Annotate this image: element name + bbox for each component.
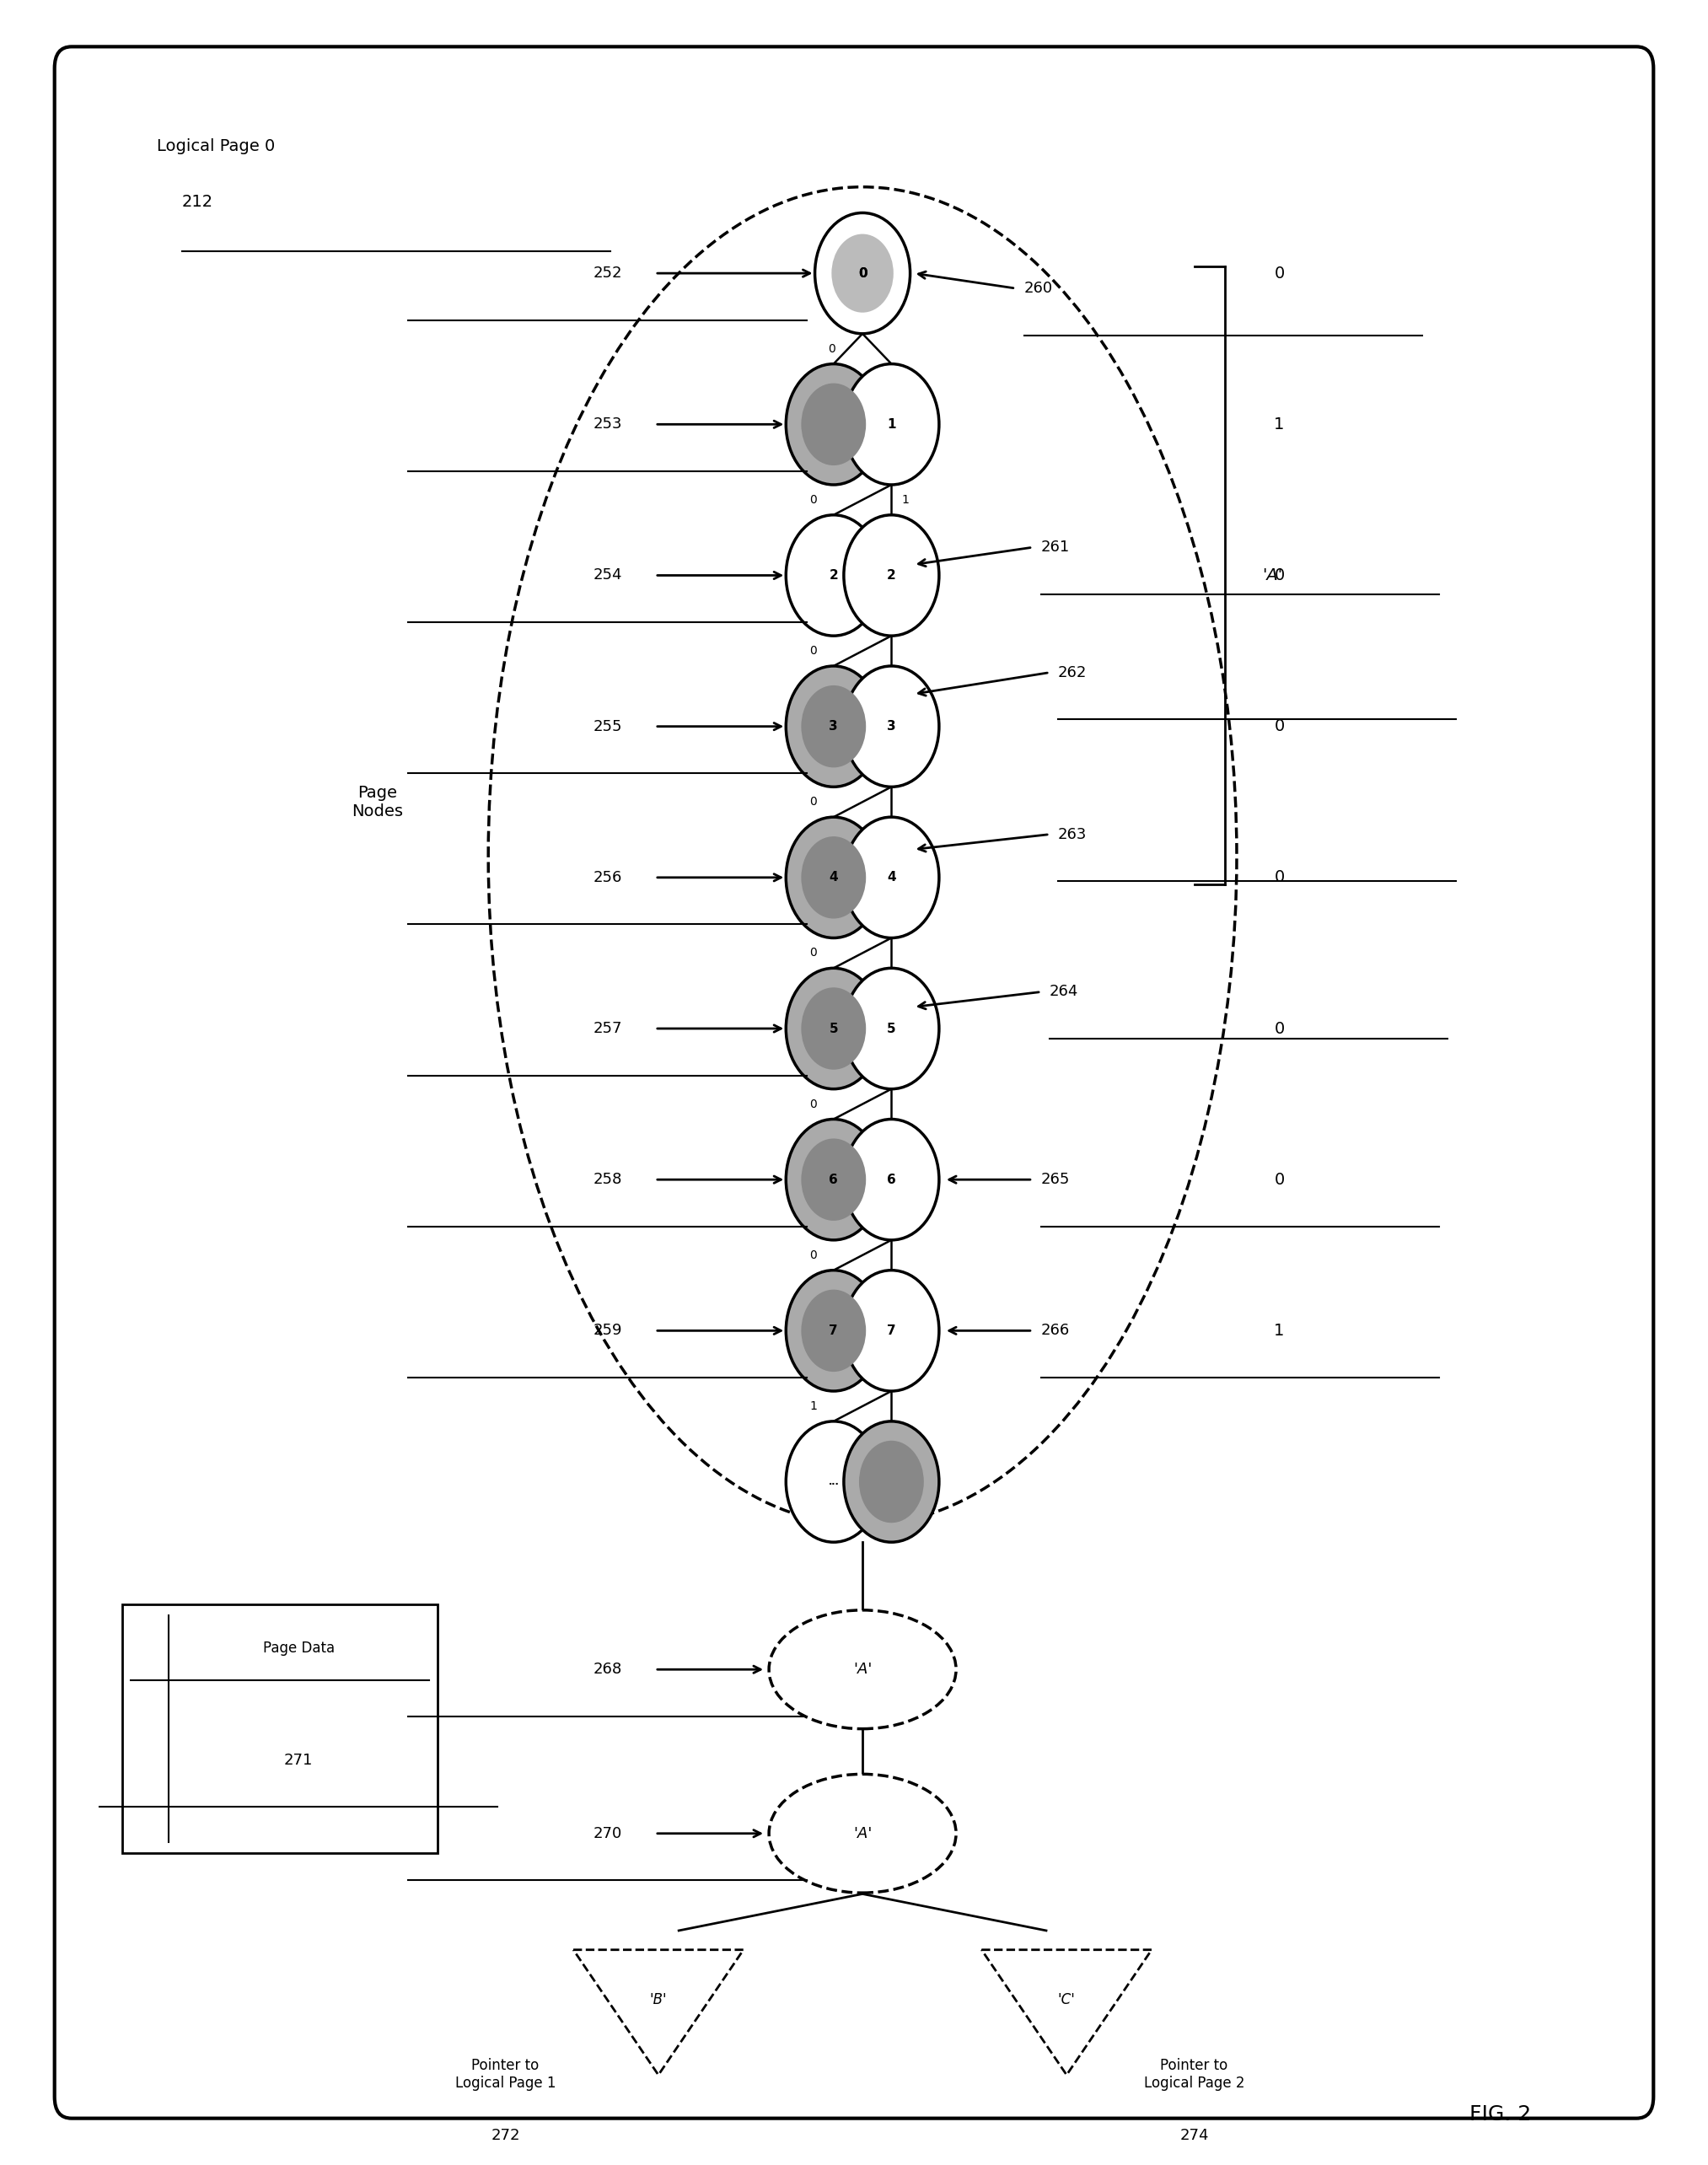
FancyBboxPatch shape xyxy=(123,1604,437,1853)
Text: 0: 0 xyxy=(1274,1020,1284,1037)
Circle shape xyxy=(786,515,881,637)
Text: 274: 274 xyxy=(1180,2128,1209,2143)
Text: 256: 256 xyxy=(593,870,622,885)
Text: 1: 1 xyxy=(810,1401,816,1412)
Circle shape xyxy=(844,1271,939,1392)
Circle shape xyxy=(815,212,910,333)
Circle shape xyxy=(844,816,939,937)
Circle shape xyxy=(844,515,939,637)
Text: Pointer to
Logical Page 2: Pointer to Logical Page 2 xyxy=(1144,2059,1245,2091)
Circle shape xyxy=(786,1420,881,1541)
Circle shape xyxy=(801,836,866,918)
Circle shape xyxy=(859,1440,924,1522)
Text: 259: 259 xyxy=(593,1323,622,1338)
Circle shape xyxy=(801,987,866,1070)
Polygon shape xyxy=(574,1951,743,2074)
Text: Page
Nodes: Page Nodes xyxy=(352,784,403,818)
Ellipse shape xyxy=(769,1773,956,1892)
Text: 257: 257 xyxy=(593,1022,622,1037)
Circle shape xyxy=(844,1119,939,1241)
Text: 272: 272 xyxy=(490,2128,519,2143)
Text: 0: 0 xyxy=(810,494,816,507)
Text: 252: 252 xyxy=(593,266,622,281)
Text: 5: 5 xyxy=(828,1022,839,1035)
Text: 0: 0 xyxy=(810,797,816,808)
Circle shape xyxy=(801,1290,866,1373)
Text: 'B': 'B' xyxy=(649,1992,668,2007)
Text: 268: 268 xyxy=(593,1663,622,1678)
Text: 0: 0 xyxy=(810,1249,816,1260)
Text: 3: 3 xyxy=(828,721,839,732)
Text: 1: 1 xyxy=(1274,1323,1284,1338)
Text: 5: 5 xyxy=(886,1022,897,1035)
Text: 271: 271 xyxy=(284,1751,313,1767)
Polygon shape xyxy=(982,1951,1151,2074)
Text: 'A': 'A' xyxy=(852,1825,873,1840)
Text: ...: ... xyxy=(828,1477,839,1485)
Text: 0: 0 xyxy=(810,1098,816,1111)
Circle shape xyxy=(801,1139,866,1221)
Text: 0: 0 xyxy=(1274,1171,1284,1189)
Text: 0: 0 xyxy=(1274,719,1284,734)
Text: 'A': 'A' xyxy=(852,1663,873,1678)
Circle shape xyxy=(844,667,939,786)
Text: 261: 261 xyxy=(1042,539,1069,554)
Circle shape xyxy=(801,686,866,769)
Text: 262: 262 xyxy=(1059,665,1086,680)
Text: 258: 258 xyxy=(593,1171,622,1186)
Text: 253: 253 xyxy=(593,416,622,431)
Text: 0: 0 xyxy=(810,645,816,656)
Circle shape xyxy=(844,364,939,485)
Text: 265: 265 xyxy=(1042,1171,1071,1186)
Circle shape xyxy=(786,816,881,937)
Circle shape xyxy=(786,968,881,1089)
Text: 'C': 'C' xyxy=(1057,1992,1076,2007)
Text: 260: 260 xyxy=(1025,281,1052,297)
Circle shape xyxy=(844,1420,939,1541)
Text: Pointer to
Logical Page 1: Pointer to Logical Page 1 xyxy=(454,2059,555,2091)
Text: 270: 270 xyxy=(593,1825,622,1840)
Text: FIG. 2: FIG. 2 xyxy=(1469,2104,1532,2124)
Text: 1: 1 xyxy=(886,418,897,431)
FancyBboxPatch shape xyxy=(55,48,1653,2117)
Circle shape xyxy=(801,383,866,465)
Text: 212: 212 xyxy=(183,195,214,210)
Text: 254: 254 xyxy=(593,567,622,582)
Text: 1: 1 xyxy=(902,494,909,507)
Text: 0: 0 xyxy=(828,342,835,355)
Text: 7: 7 xyxy=(886,1325,897,1338)
Text: 0: 0 xyxy=(1274,870,1284,885)
Text: Page Data: Page Data xyxy=(263,1641,335,1656)
Circle shape xyxy=(786,364,881,485)
Text: 2: 2 xyxy=(886,569,897,582)
Circle shape xyxy=(786,1119,881,1241)
Circle shape xyxy=(786,667,881,786)
Text: 7: 7 xyxy=(828,1325,839,1338)
Text: 0: 0 xyxy=(810,946,816,959)
Text: 2: 2 xyxy=(828,569,839,582)
Text: 6: 6 xyxy=(828,1173,839,1186)
Text: 4: 4 xyxy=(886,870,897,883)
Text: 3: 3 xyxy=(886,721,897,732)
Text: 266: 266 xyxy=(1042,1323,1069,1338)
Text: 1: 1 xyxy=(1274,416,1284,433)
Text: 264: 264 xyxy=(1050,985,1078,1000)
Text: 0: 0 xyxy=(1274,567,1284,582)
Ellipse shape xyxy=(769,1611,956,1730)
Circle shape xyxy=(786,1271,881,1392)
Text: 'A': 'A' xyxy=(1262,567,1283,582)
Text: 255: 255 xyxy=(593,719,622,734)
Text: 4: 4 xyxy=(828,870,839,883)
Text: 0: 0 xyxy=(857,266,868,279)
Circle shape xyxy=(832,234,893,312)
Text: 0: 0 xyxy=(1274,266,1284,281)
Text: 263: 263 xyxy=(1059,827,1086,842)
Text: 0: 0 xyxy=(857,266,868,279)
Circle shape xyxy=(844,968,939,1089)
Text: 6: 6 xyxy=(886,1173,897,1186)
Text: Logical Page 0: Logical Page 0 xyxy=(157,139,275,154)
